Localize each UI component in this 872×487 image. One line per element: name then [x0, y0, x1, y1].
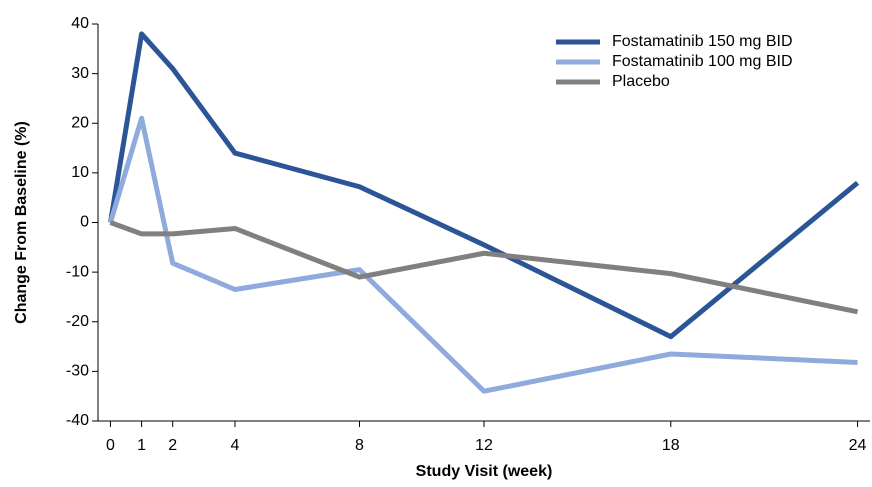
y-tick-label: 0 [80, 214, 89, 231]
y-tick-label: 30 [71, 65, 89, 82]
legend-label: Fostamatinib 150 mg BID [612, 33, 793, 50]
y-tick-label: -10 [66, 263, 89, 280]
x-tick-label: 12 [475, 437, 493, 454]
x-tick-label: 8 [355, 437, 364, 454]
y-tick-label: 20 [71, 114, 89, 131]
y-tick-label: -40 [66, 412, 89, 429]
series-line [107, 31, 860, 340]
y-tick-label: 40 [71, 15, 89, 32]
x-tick-label: 18 [662, 437, 680, 454]
legend-label: Fostamatinib 100 mg BID [612, 53, 793, 70]
x-tick-label: 1 [137, 437, 146, 454]
x-tick-label: 0 [106, 437, 115, 454]
y-tick-label: -20 [66, 313, 89, 330]
x-tick-label: 2 [168, 437, 177, 454]
x-axis-title: Study Visit (week) [416, 463, 553, 480]
series-line [109, 220, 859, 315]
y-tick-label: -30 [66, 363, 89, 380]
legend-label: Placebo [612, 73, 670, 90]
y-axis-title: Change From Baseline (%) [13, 121, 30, 324]
x-tick-label: 4 [231, 437, 240, 454]
x-tick-label: 24 [849, 437, 867, 454]
series-line [108, 115, 858, 394]
y-tick-label: 10 [71, 164, 89, 181]
